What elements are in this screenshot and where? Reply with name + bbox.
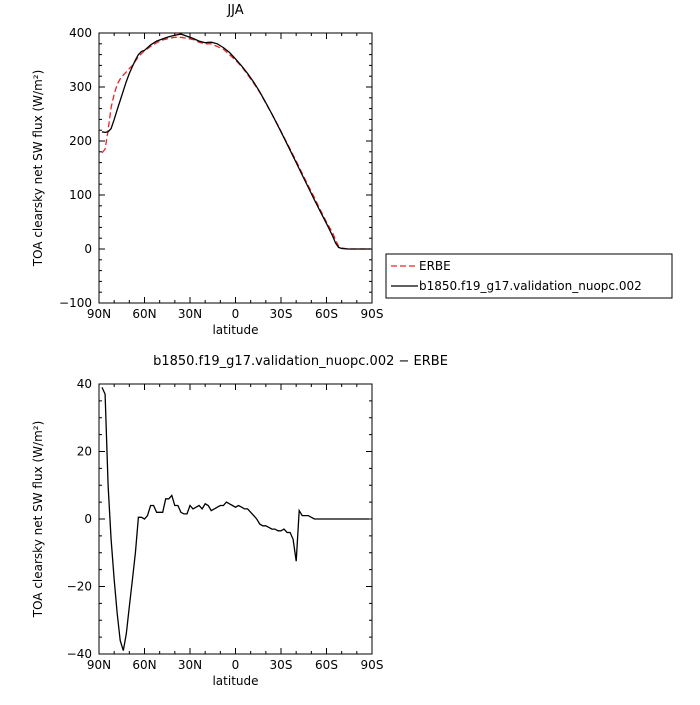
x-tick-label: 30N [178,307,202,321]
x-tick-label: 60S [315,658,338,672]
y-tick-label: 300 [69,80,92,94]
difference-line [101,387,369,651]
legend-label: b1850.f19_g17.validation_nuopc.002 [419,279,642,293]
x-tick-label: 30S [270,307,293,321]
x-axis-label: latitude [212,323,258,337]
chart-panel-2: b1850.f19_g17.validation_nuopc.002 − ERB… [31,354,448,688]
legend-box [385,253,673,299]
chart-title: b1850.f19_g17.validation_nuopc.002 − ERB… [153,354,448,369]
chart-panel-1: JJA 90N 60N 30N 0 30S 60S 90S 400 300 200 100 0 −100 l… [31,3,673,337]
y-axis-label: TOA clearsky net SW flux (W/m²) [31,70,45,268]
x-tick-label: 0 [232,658,240,672]
series-line-b1850-f19-g17-validation-nuopc-002 [101,33,371,250]
y-tick-label: 40 [77,377,92,391]
plot-frame [98,32,373,304]
x-tick-label: 90N [87,307,111,321]
y-tick-label: −100 [59,296,92,310]
x-tick-label: 90N [87,658,111,672]
series-line-erbe [101,36,371,250]
y-tick-label: 0 [84,242,92,256]
x-tick-label: 60N [132,658,156,672]
y-tick-label: 200 [69,134,92,148]
x-tick-label: 90S [361,307,384,321]
y-axis-label: TOA clearsky net SW flux (W/m²) [31,421,45,619]
x-tick-label: 0 [232,307,240,321]
y-tick-label: 100 [69,188,92,202]
chart-title: JJA [226,3,243,18]
x-tick-label: 90S [361,658,384,672]
y-tick-label: −20 [67,580,92,594]
y-tick-label: −40 [67,647,92,661]
x-axis-label: latitude [212,674,258,688]
y-tick-label: 0 [84,512,92,526]
legend: ERBE b1850.f19_g17.validation_nuopc.002 [385,253,673,299]
legend-label: ERBE [419,259,451,273]
x-tick-label: 60N [132,307,156,321]
y-tick-label: 20 [77,445,92,459]
x-tick-label: 30S [270,658,293,672]
y-tick-label: 400 [69,26,92,40]
x-tick-label: 60S [315,307,338,321]
x-tick-label: 30N [178,658,202,672]
